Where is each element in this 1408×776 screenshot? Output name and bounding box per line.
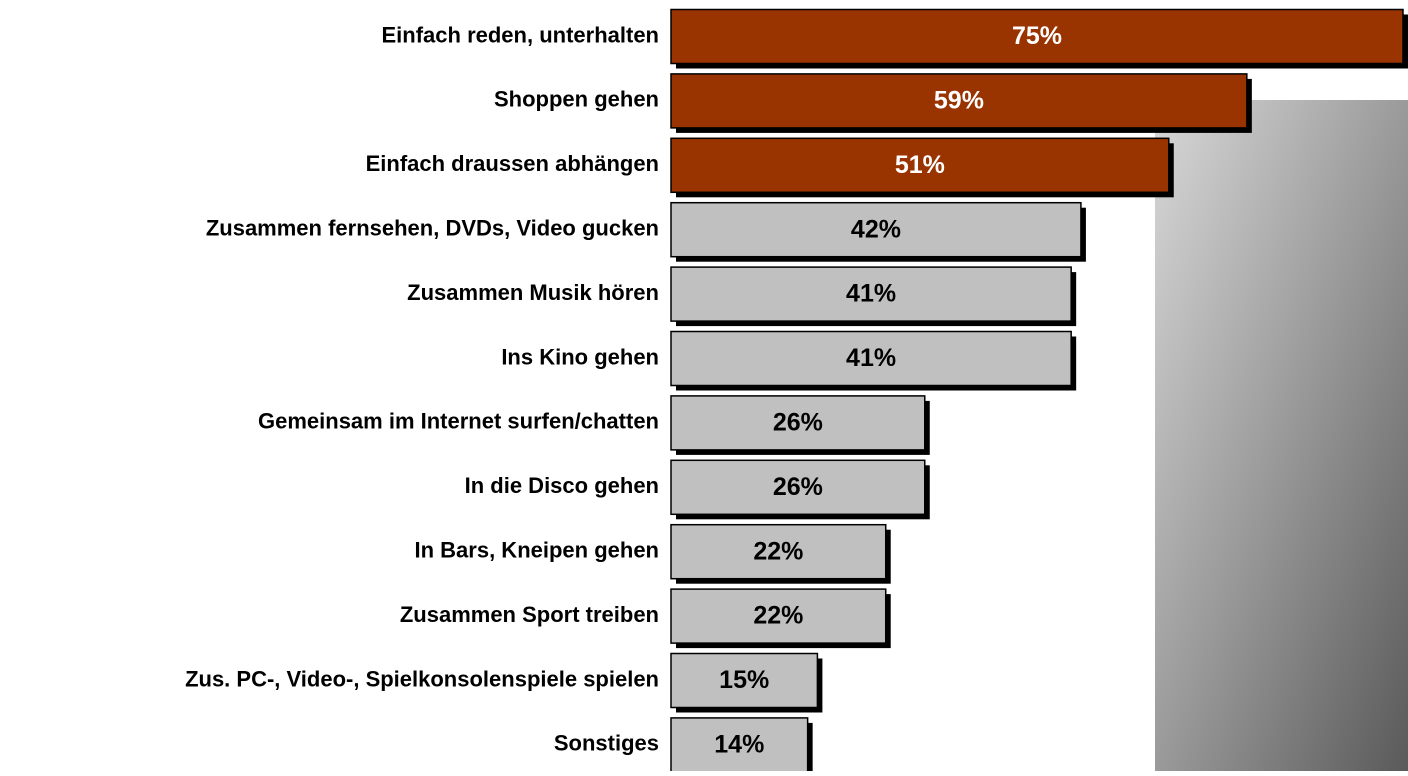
category-label: Ins Kino gehen [501,344,659,369]
category-label: Zusammen Musik hören [407,280,659,305]
category-label: Sonstiges [554,731,659,756]
chart: Einfach reden, unterhalten 75% Shoppen geh… [0,0,1408,771]
value-label: 42% [851,215,901,243]
value-label: 26% [773,409,823,437]
value-label: 41% [846,344,896,372]
category-label: Zusammen Sport treiben [400,602,659,627]
category-label: Zusammen fernsehen, DVDs, Video gucken [206,216,659,241]
value-label: 41% [846,280,896,308]
category-label: Einfach draussen abhängen [366,151,659,176]
value-label: 51% [895,151,945,179]
category-label: Einfach reden, unterhalten [382,22,660,47]
value-label: 22% [753,602,803,630]
value-label: 59% [934,87,984,115]
category-label: Gemeinsam im Internet surfen/chatten [258,409,659,434]
category-label: In die Disco gehen [465,473,659,498]
photo [1155,100,1408,771]
value-label: 26% [773,473,823,501]
category-label: Zus. PC-, Video-, Spielkonsolenspiele sp… [185,666,659,691]
value-label: 14% [714,731,764,759]
category-label: In Bars, Kneipen gehen [415,538,660,563]
value-label: 15% [719,666,769,694]
value-label: 75% [1012,22,1062,50]
value-label: 22% [753,537,803,565]
category-label: Shoppen gehen [494,87,659,112]
